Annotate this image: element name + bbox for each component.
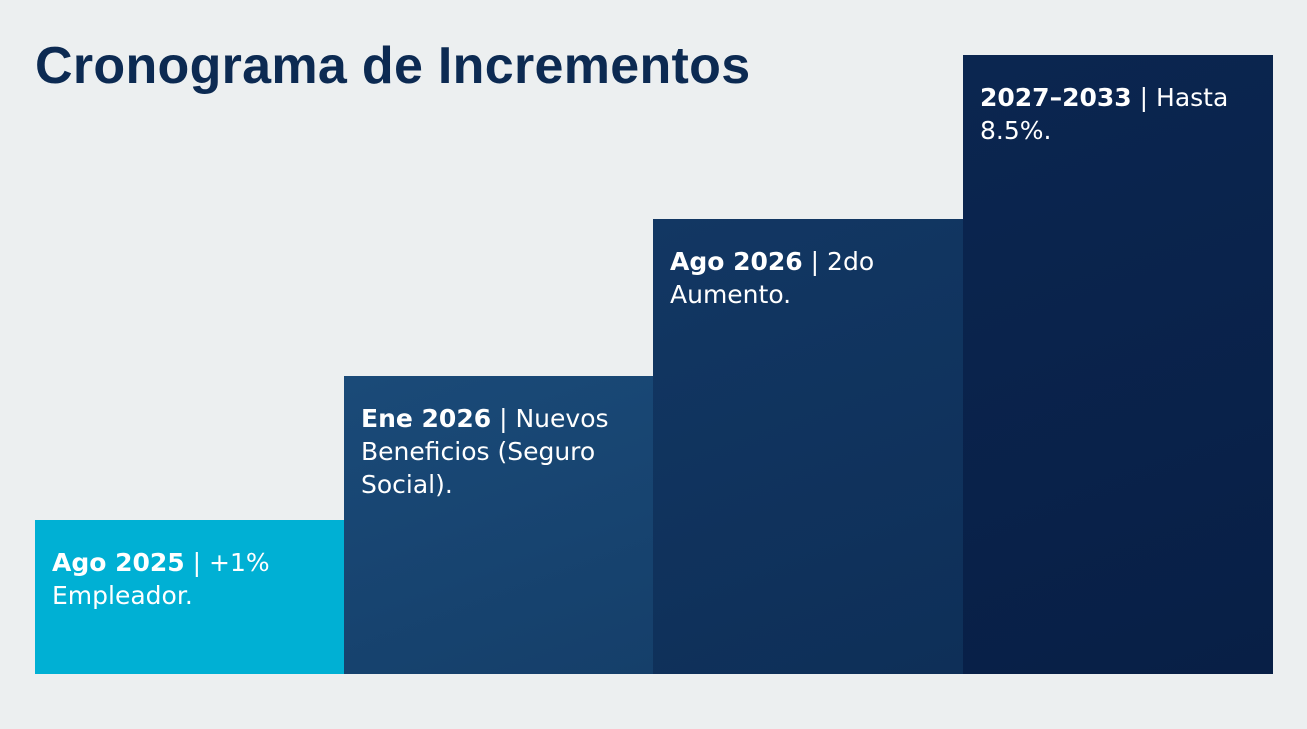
separator: | [1139, 83, 1149, 112]
step-ene-2026: Ene 2026 | Nuevos Beneficios (Seguro Soc… [344, 376, 653, 674]
separator: | [499, 404, 508, 433]
step-text: +1% Empleador. [52, 548, 270, 610]
step-label: Ago 2025 [52, 548, 185, 577]
step-text: Nuevos Beneficios (Seguro Social). [361, 404, 609, 499]
step-text: 2do Aumento. [670, 247, 875, 309]
separator: | [810, 247, 820, 276]
step-text: Hasta 8.5%. [980, 83, 1229, 145]
page-title: Cronograma de Incrementos [35, 37, 751, 95]
step-ago-2026: Ago 2026 | 2do Aumento. [653, 219, 963, 674]
step-label: Ene 2026 [361, 404, 492, 433]
separator: | [192, 548, 202, 577]
step-label: 2027–2033 [980, 83, 1132, 112]
step-ago-2025: Ago 2025 | +1% Empleador. [35, 520, 344, 674]
step-2027-2033: 2027–2033 | Hasta 8.5%. [963, 55, 1273, 674]
step-label: Ago 2026 [670, 247, 803, 276]
